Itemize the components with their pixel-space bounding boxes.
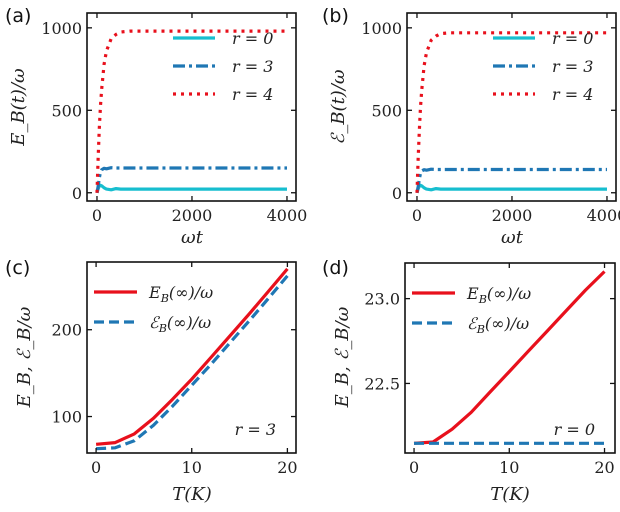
x-tick-label: 0: [91, 458, 101, 477]
x-tick-label: 20: [277, 458, 297, 477]
series-line-1: [95, 166, 287, 194]
x-tick-label: 20: [594, 458, 614, 477]
y-axis-label: E_B, ℰ_B/ω: [14, 306, 35, 408]
legend-label: r = 3: [232, 57, 273, 76]
series-line-1: [415, 167, 607, 194]
x-tick-label: 10: [182, 458, 202, 477]
legend-label: r = 3: [552, 57, 593, 76]
series-line-1: [96, 274, 289, 451]
panel-label: (d): [322, 257, 349, 279]
legend-label: ℰB(∞)/ω: [467, 314, 529, 336]
legend-label: r = 0: [552, 29, 593, 48]
y-axis-label: ℰ_B(t)/ω: [328, 69, 349, 144]
y-tick-label: 22.5: [364, 374, 400, 393]
panel-label: (c): [5, 257, 30, 279]
x-axis-label: ωt: [501, 227, 524, 248]
y-tick-label: 0: [392, 184, 402, 203]
y-axis-label: E_B, ℰ_B/ω: [332, 306, 353, 408]
x-tick-label: 0: [409, 458, 419, 477]
legend-label: EB(∞)/ω: [148, 283, 213, 305]
x-axis-label: ωt: [181, 227, 204, 248]
y-tick-label: 500: [51, 101, 82, 120]
panel-a: 0 2000 4000 0 500 1000 ωt E_B(t)/ω (a) r = 0 r = 3…: [5, 5, 307, 248]
y-tick-label: 500: [371, 101, 402, 120]
y-tick-label: 1000: [361, 19, 402, 38]
series-line-0: [95, 267, 289, 446]
x-tick-label: 4000: [587, 206, 620, 225]
panel-label: (b): [322, 5, 349, 27]
panel-label: (a): [5, 5, 31, 27]
y-tick-label: 200: [51, 321, 82, 340]
panel-b: 0 2000 4000 0 500 1000 ωt ℰ_B(t)/ω (b) r = 0 r = 3…: [322, 5, 620, 248]
annotation: r = 0: [554, 420, 595, 439]
axes-frame: [404, 262, 616, 454]
legend-label: EB(∞)/ω: [466, 284, 531, 306]
x-tick-label: 0: [92, 206, 102, 225]
y-tick-label: 23.0: [364, 290, 400, 309]
y-tick-label: 0: [72, 184, 82, 203]
series-line-0: [95, 183, 287, 194]
x-tick-label: 2000: [492, 206, 533, 225]
y-tick-label: 100: [51, 408, 82, 427]
series-line-0: [413, 270, 606, 445]
x-tick-label: 2000: [172, 206, 213, 225]
series-line-0: [415, 183, 607, 194]
y-tick-label: 1000: [41, 19, 82, 38]
x-axis-label: T(K): [172, 484, 212, 505]
x-tick-label: 4000: [267, 206, 308, 225]
panel-c: 0 10 20 100 200 T(K) E_B, ℰ_B/ω (c) EB(∞)/ω ℰB(∞)…: [5, 257, 298, 505]
annotation: r = 3: [235, 420, 276, 439]
legend-label: r = 4: [552, 85, 593, 104]
series-line-2: [95, 29, 287, 193]
x-axis-label: T(K): [490, 484, 530, 505]
series-line-2: [415, 31, 607, 193]
x-tick-label: 10: [499, 458, 519, 477]
legend-label: r = 0: [232, 29, 273, 48]
x-tick-label: 0: [412, 206, 422, 225]
legend-label: ℰB(∞)/ω: [149, 313, 211, 335]
panel-d: 0 10 20 22.5 23.0 T(K) E_B, ℰ_B/ω (d) EB(∞)/ω ℰB(…: [322, 257, 616, 505]
legend-label: r = 4: [232, 85, 273, 104]
y-axis-label: E_B(t)/ω: [8, 68, 29, 147]
